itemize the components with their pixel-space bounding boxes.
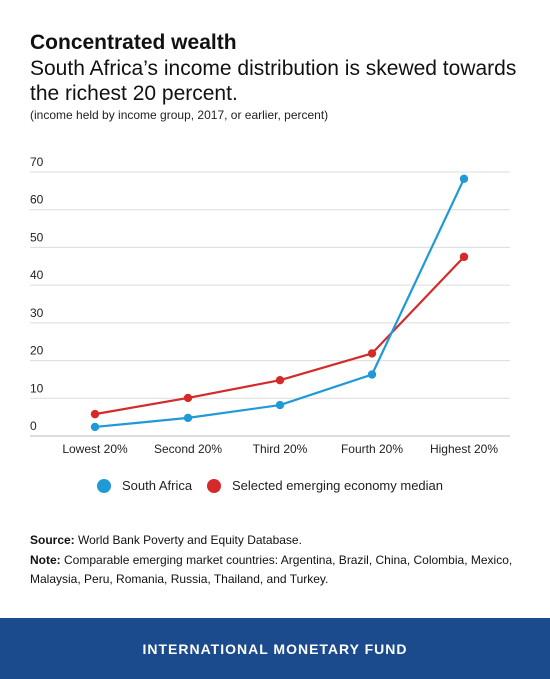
x-tick-label-0: Lowest 20% [62, 442, 128, 456]
legend-marker-em-median [207, 478, 221, 493]
line-chart: 0 10 20 30 40 50 60 70 Lowest 20% Second 20% Third… [30, 155, 510, 456]
y-tick-label-70: 70 [30, 155, 44, 169]
legend: South Africa Selected emerging economy m… [0, 478, 550, 500]
source-label: Source: [30, 533, 75, 547]
note-label: Note: [30, 553, 61, 567]
series-0-point-0 [90, 422, 100, 432]
series-1-point-3 [367, 349, 377, 358]
x-tick-label-3: Fourth 20% [341, 442, 403, 456]
chart-title: Concentrated wealth [30, 31, 237, 54]
y-tick-label-30: 30 [30, 306, 44, 320]
source-note: Source: World Bank Poverty and Equity Da… [30, 533, 302, 547]
series-1-point-4 [459, 252, 469, 262]
footer-text: INTERNATIONAL MONETARY FUND [142, 640, 408, 657]
legend-item-em-median: Selected emerging economy median [207, 478, 443, 493]
series-1-point-0 [90, 409, 100, 419]
series-0-point-3 [367, 370, 377, 379]
series-0-point-4 [459, 174, 469, 183]
legend-label-south-africa: South Africa [122, 478, 193, 493]
legend-marker-south-africa [97, 478, 111, 493]
y-tick-label-40: 40 [30, 268, 44, 282]
y-tick-label-0: 0 [30, 419, 37, 433]
series-line-1 [94, 256, 465, 416]
source-text: World Bank Poverty and Equity Database. [74, 533, 302, 547]
y-tick-label-20: 20 [30, 344, 44, 358]
series-line-0 [94, 178, 465, 429]
series-0-point-1 [183, 413, 193, 423]
series-1-point-2 [275, 375, 285, 385]
legend-label-em-median: Selected emerging economy median [232, 478, 444, 493]
note: Note: Comparable emerging market countri… [30, 551, 525, 589]
chart-subtitle: South Africa’s income distribution is sk… [30, 57, 517, 105]
units-note: (income held by income group, 2017, or e… [30, 108, 329, 122]
legend-item-south-africa: South Africa [97, 478, 192, 493]
x-tick-label-1: Second 20% [154, 442, 222, 456]
series-1-point-1 [183, 393, 193, 403]
x-tick-label-2: Third 20% [253, 442, 308, 456]
x-tick-label-4: Highest 20% [430, 442, 498, 456]
footer-bar: INTERNATIONAL MONETARY FUND [0, 618, 550, 679]
note-text: Comparable emerging market countries: Ar… [30, 553, 513, 586]
y-tick-label-10: 10 [30, 381, 44, 395]
y-tick-label-50: 50 [30, 230, 44, 244]
series-0-point-2 [275, 400, 285, 410]
y-tick-label-60: 60 [30, 193, 44, 207]
